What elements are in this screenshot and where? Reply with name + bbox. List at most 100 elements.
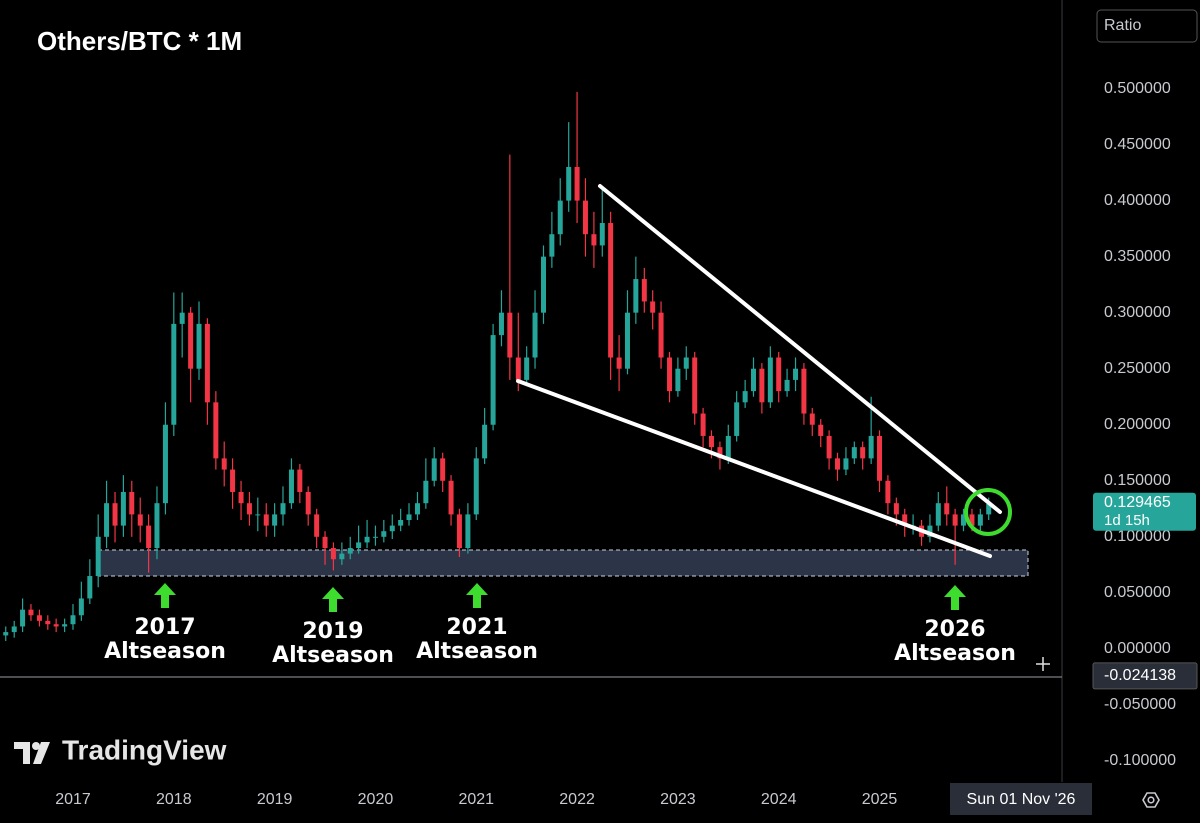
- candle-body: [297, 469, 303, 492]
- candle-body: [902, 514, 908, 526]
- candle-body: [599, 223, 605, 246]
- candle-body: [961, 514, 967, 526]
- candle-body: [624, 312, 630, 369]
- y-tick-label: 0.100000: [1104, 528, 1171, 545]
- up-arrow: [154, 583, 176, 608]
- candle-body: [843, 458, 849, 470]
- candle-body: [398, 520, 404, 526]
- settings-icon[interactable]: [1142, 792, 1160, 808]
- candle-body: [70, 615, 76, 625]
- candle-body: [431, 458, 437, 481]
- annotation-layer: [97, 549, 1029, 577]
- y-tick-label: 0.400000: [1104, 192, 1171, 209]
- candle-body: [272, 514, 278, 526]
- candle-body: [381, 531, 387, 537]
- annotation-label: 2026: [924, 617, 985, 642]
- candle-body: [314, 514, 320, 537]
- candle-body: [826, 435, 832, 459]
- candle-body: [717, 447, 723, 459]
- up-arrow: [322, 587, 344, 612]
- watermark-logo: [14, 742, 50, 764]
- y-tick-label: 0.450000: [1104, 136, 1171, 153]
- x-tick-label: 2024: [761, 791, 797, 808]
- candle-body: [893, 503, 899, 515]
- candle-body: [776, 357, 782, 392]
- candle-body: [515, 357, 521, 380]
- x-tick-label: 2025: [862, 791, 898, 808]
- up-arrow: [466, 583, 488, 608]
- candle-body: [809, 413, 815, 425]
- x-tick-label: 2020: [358, 791, 394, 808]
- candle-body: [3, 632, 9, 636]
- crosshair-cursor: [1036, 657, 1050, 671]
- candle-body: [801, 368, 807, 414]
- candle-body: [171, 323, 177, 425]
- candle-body: [734, 402, 740, 436]
- annotation-label: 2017: [134, 615, 195, 640]
- up-arrow: [944, 585, 966, 610]
- watermark: TradingView: [62, 734, 227, 765]
- candle-body: [877, 435, 883, 481]
- candle-body: [137, 514, 143, 526]
- annotation-label: Altseason: [416, 639, 538, 664]
- candle-body: [356, 542, 362, 549]
- y-tick-label: -0.100000: [1104, 752, 1176, 769]
- candle-body: [692, 357, 698, 414]
- candle-body: [406, 514, 412, 520]
- candle-body: [725, 435, 731, 459]
- candle-body: [927, 525, 933, 537]
- candle-body: [263, 514, 269, 526]
- scale-mode-label[interactable]: Ratio: [1104, 17, 1141, 34]
- candle-body: [53, 624, 59, 627]
- candle-body: [742, 391, 748, 403]
- candle-body: [87, 576, 93, 599]
- candle-body: [146, 525, 152, 549]
- candle-body: [473, 458, 479, 515]
- candle-body: [574, 166, 580, 201]
- candle-body: [524, 357, 530, 380]
- candle-body: [440, 458, 446, 481]
- candle-body: [45, 620, 51, 625]
- candle-body: [641, 279, 647, 302]
- candle-body: [759, 368, 765, 403]
- candle-body: [566, 166, 572, 201]
- candle-body: [683, 357, 689, 369]
- candle-body: [658, 312, 664, 358]
- candle-body: [112, 503, 118, 526]
- annotation-label: Altseason: [894, 641, 1016, 666]
- candle-body: [851, 447, 857, 459]
- drawings: [516, 184, 1012, 558]
- candle-body: [129, 491, 135, 515]
- candle-body: [322, 536, 328, 549]
- candle-body: [557, 200, 563, 235]
- countdown-label: 1d 15h: [1104, 512, 1150, 529]
- crosshair-date-tag: [950, 783, 1092, 815]
- y-tick-label: 0.150000: [1104, 472, 1171, 489]
- crosshair-value-label: -0.024138: [1104, 667, 1176, 684]
- scale-mode-box[interactable]: [1096, 9, 1198, 43]
- x-tick-label: 2021: [458, 791, 494, 808]
- candle-body: [935, 503, 941, 526]
- crosshair-date-label: Sun 01 Nov '26: [967, 791, 1076, 808]
- candle-body: [204, 323, 210, 403]
- y-tick-label: 0.200000: [1104, 416, 1171, 433]
- trend-line: [516, 379, 992, 558]
- candle-body: [591, 234, 597, 246]
- last-price-tag: [1093, 492, 1196, 531]
- y-tick-label: 0.050000: [1104, 584, 1171, 601]
- candle-body: [389, 525, 395, 532]
- candle-body: [11, 626, 17, 633]
- candle-body: [616, 357, 622, 369]
- candle-body: [969, 514, 975, 526]
- y-tick-label: 0.350000: [1104, 248, 1171, 265]
- candle-body: [608, 223, 614, 358]
- y-tick-label: 0.000000: [1104, 640, 1171, 657]
- candle-body: [104, 503, 110, 537]
- candle-body: [36, 615, 42, 621]
- support-zone: [97, 549, 1029, 577]
- annotation-label: Altseason: [104, 639, 226, 664]
- candle-body: [667, 357, 673, 392]
- x-tick-label: 2019: [257, 791, 293, 808]
- x-tick-label: 2022: [559, 791, 595, 808]
